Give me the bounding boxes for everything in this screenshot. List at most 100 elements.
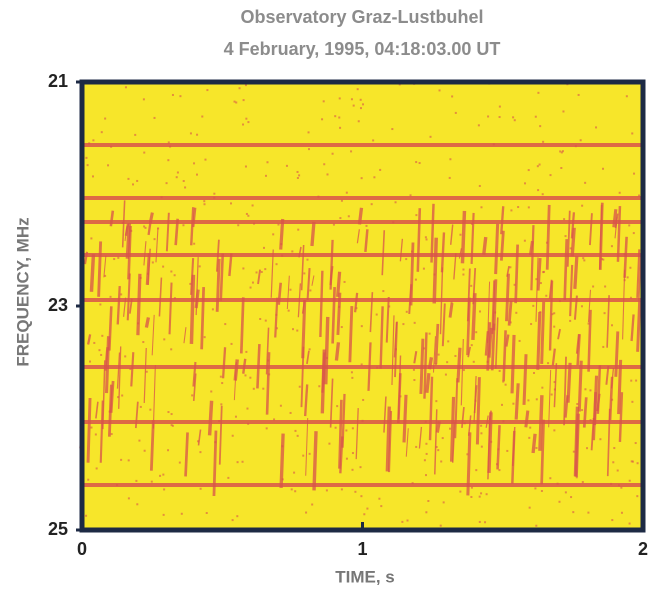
noise-speck: [136, 179, 139, 182]
plot-area: [79, 79, 646, 533]
noise-speck: [454, 111, 457, 114]
burst-streak: [449, 224, 454, 245]
noise-speck: [210, 390, 213, 393]
burst-streak: [116, 285, 121, 325]
noise-speck: [478, 495, 481, 498]
noise-speck: [167, 141, 170, 144]
noise-speck: [538, 163, 541, 166]
burst-streak: [123, 297, 127, 317]
noise-speck: [127, 497, 130, 500]
noise-speck: [107, 164, 110, 167]
burst-streak: [125, 223, 131, 259]
burst-streak: [145, 253, 151, 285]
noise-speck: [277, 223, 280, 226]
noise-speck: [580, 305, 583, 308]
noise-speck: [425, 238, 428, 241]
burst-streak: [192, 361, 197, 387]
noise-speck: [498, 369, 501, 372]
noise-speck: [90, 237, 93, 240]
noise-speck: [636, 462, 639, 465]
noise-speck: [317, 195, 320, 198]
noise-speck: [394, 348, 397, 351]
noise-speck: [551, 313, 554, 316]
noise-speck: [247, 422, 250, 425]
noise-speck: [428, 332, 431, 335]
noise-speck: [88, 360, 91, 363]
noise-speck: [485, 493, 488, 496]
noise-speck: [275, 263, 278, 266]
noise-speck: [291, 250, 294, 253]
noise-speck: [584, 388, 587, 391]
noise-speck: [198, 265, 201, 268]
noise-speck: [287, 309, 290, 312]
burst-streak: [270, 249, 274, 298]
noise-speck: [379, 168, 382, 171]
burst-streak: [500, 206, 505, 235]
noise-speck: [91, 175, 94, 178]
burst-streak: [130, 352, 135, 387]
noise-speck: [305, 511, 308, 514]
burst-streak: [434, 409, 438, 475]
noise-speck: [308, 452, 311, 455]
burst-streak: [265, 327, 270, 375]
noise-speck: [281, 445, 284, 448]
noise-speck: [321, 118, 324, 121]
noise-speck: [563, 218, 566, 221]
burst-streak: [221, 347, 227, 379]
noise-speck: [413, 379, 416, 382]
noise-speck: [143, 449, 146, 452]
burst-streak: [367, 342, 372, 391]
noise-speck: [610, 482, 613, 485]
noise-speck: [405, 258, 408, 261]
noise-speck: [574, 145, 577, 148]
noise-speck: [247, 121, 250, 124]
burst-streak: [592, 375, 599, 426]
noise-speck: [492, 143, 495, 146]
burst-streak: [466, 432, 472, 496]
noise-speck: [281, 254, 284, 257]
burst-streak: [492, 279, 498, 331]
noise-speck: [589, 389, 592, 392]
noise-speck: [236, 461, 239, 464]
noise-speck: [352, 104, 355, 107]
burst-streak: [397, 355, 402, 420]
burst-streak: [570, 212, 576, 239]
noise-speck: [162, 473, 165, 476]
burst-streak: [134, 401, 139, 429]
burst-streak: [475, 377, 481, 445]
noise-speck: [104, 274, 107, 277]
noise-speck: [87, 478, 90, 481]
noise-speck: [199, 487, 202, 490]
noise-speck: [405, 310, 408, 313]
burst-streak: [608, 376, 614, 421]
burst-streak: [449, 396, 456, 462]
noise-speck: [132, 183, 135, 186]
burst-streak: [109, 380, 115, 413]
noise-speck: [345, 191, 348, 194]
noise-speck: [281, 478, 284, 481]
noise-speck: [512, 116, 515, 119]
noise-speck: [167, 449, 170, 452]
noise-speck: [550, 393, 553, 396]
noise-speck: [556, 482, 559, 485]
noise-speck: [264, 268, 267, 271]
burst-streak: [99, 400, 104, 463]
noise-speck: [459, 233, 462, 236]
noise-speck: [121, 394, 124, 397]
burst-streak: [510, 334, 516, 394]
noise-speck: [359, 466, 362, 469]
burst-streak: [502, 330, 507, 382]
noise-speck: [509, 266, 512, 269]
noise-speck: [182, 224, 185, 227]
burst-streak: [158, 277, 163, 317]
noise-speck: [135, 479, 138, 482]
noise-speck: [150, 480, 153, 483]
noise-speck: [631, 400, 634, 403]
noise-speck: [267, 359, 270, 362]
noise-speck: [162, 513, 165, 516]
burst-streak: [566, 210, 571, 267]
y-axis-label: FREQUENCY, MHz: [13, 217, 32, 366]
burst-streak: [305, 417, 309, 476]
burst-streak: [472, 268, 477, 305]
noise-speck: [205, 512, 208, 515]
